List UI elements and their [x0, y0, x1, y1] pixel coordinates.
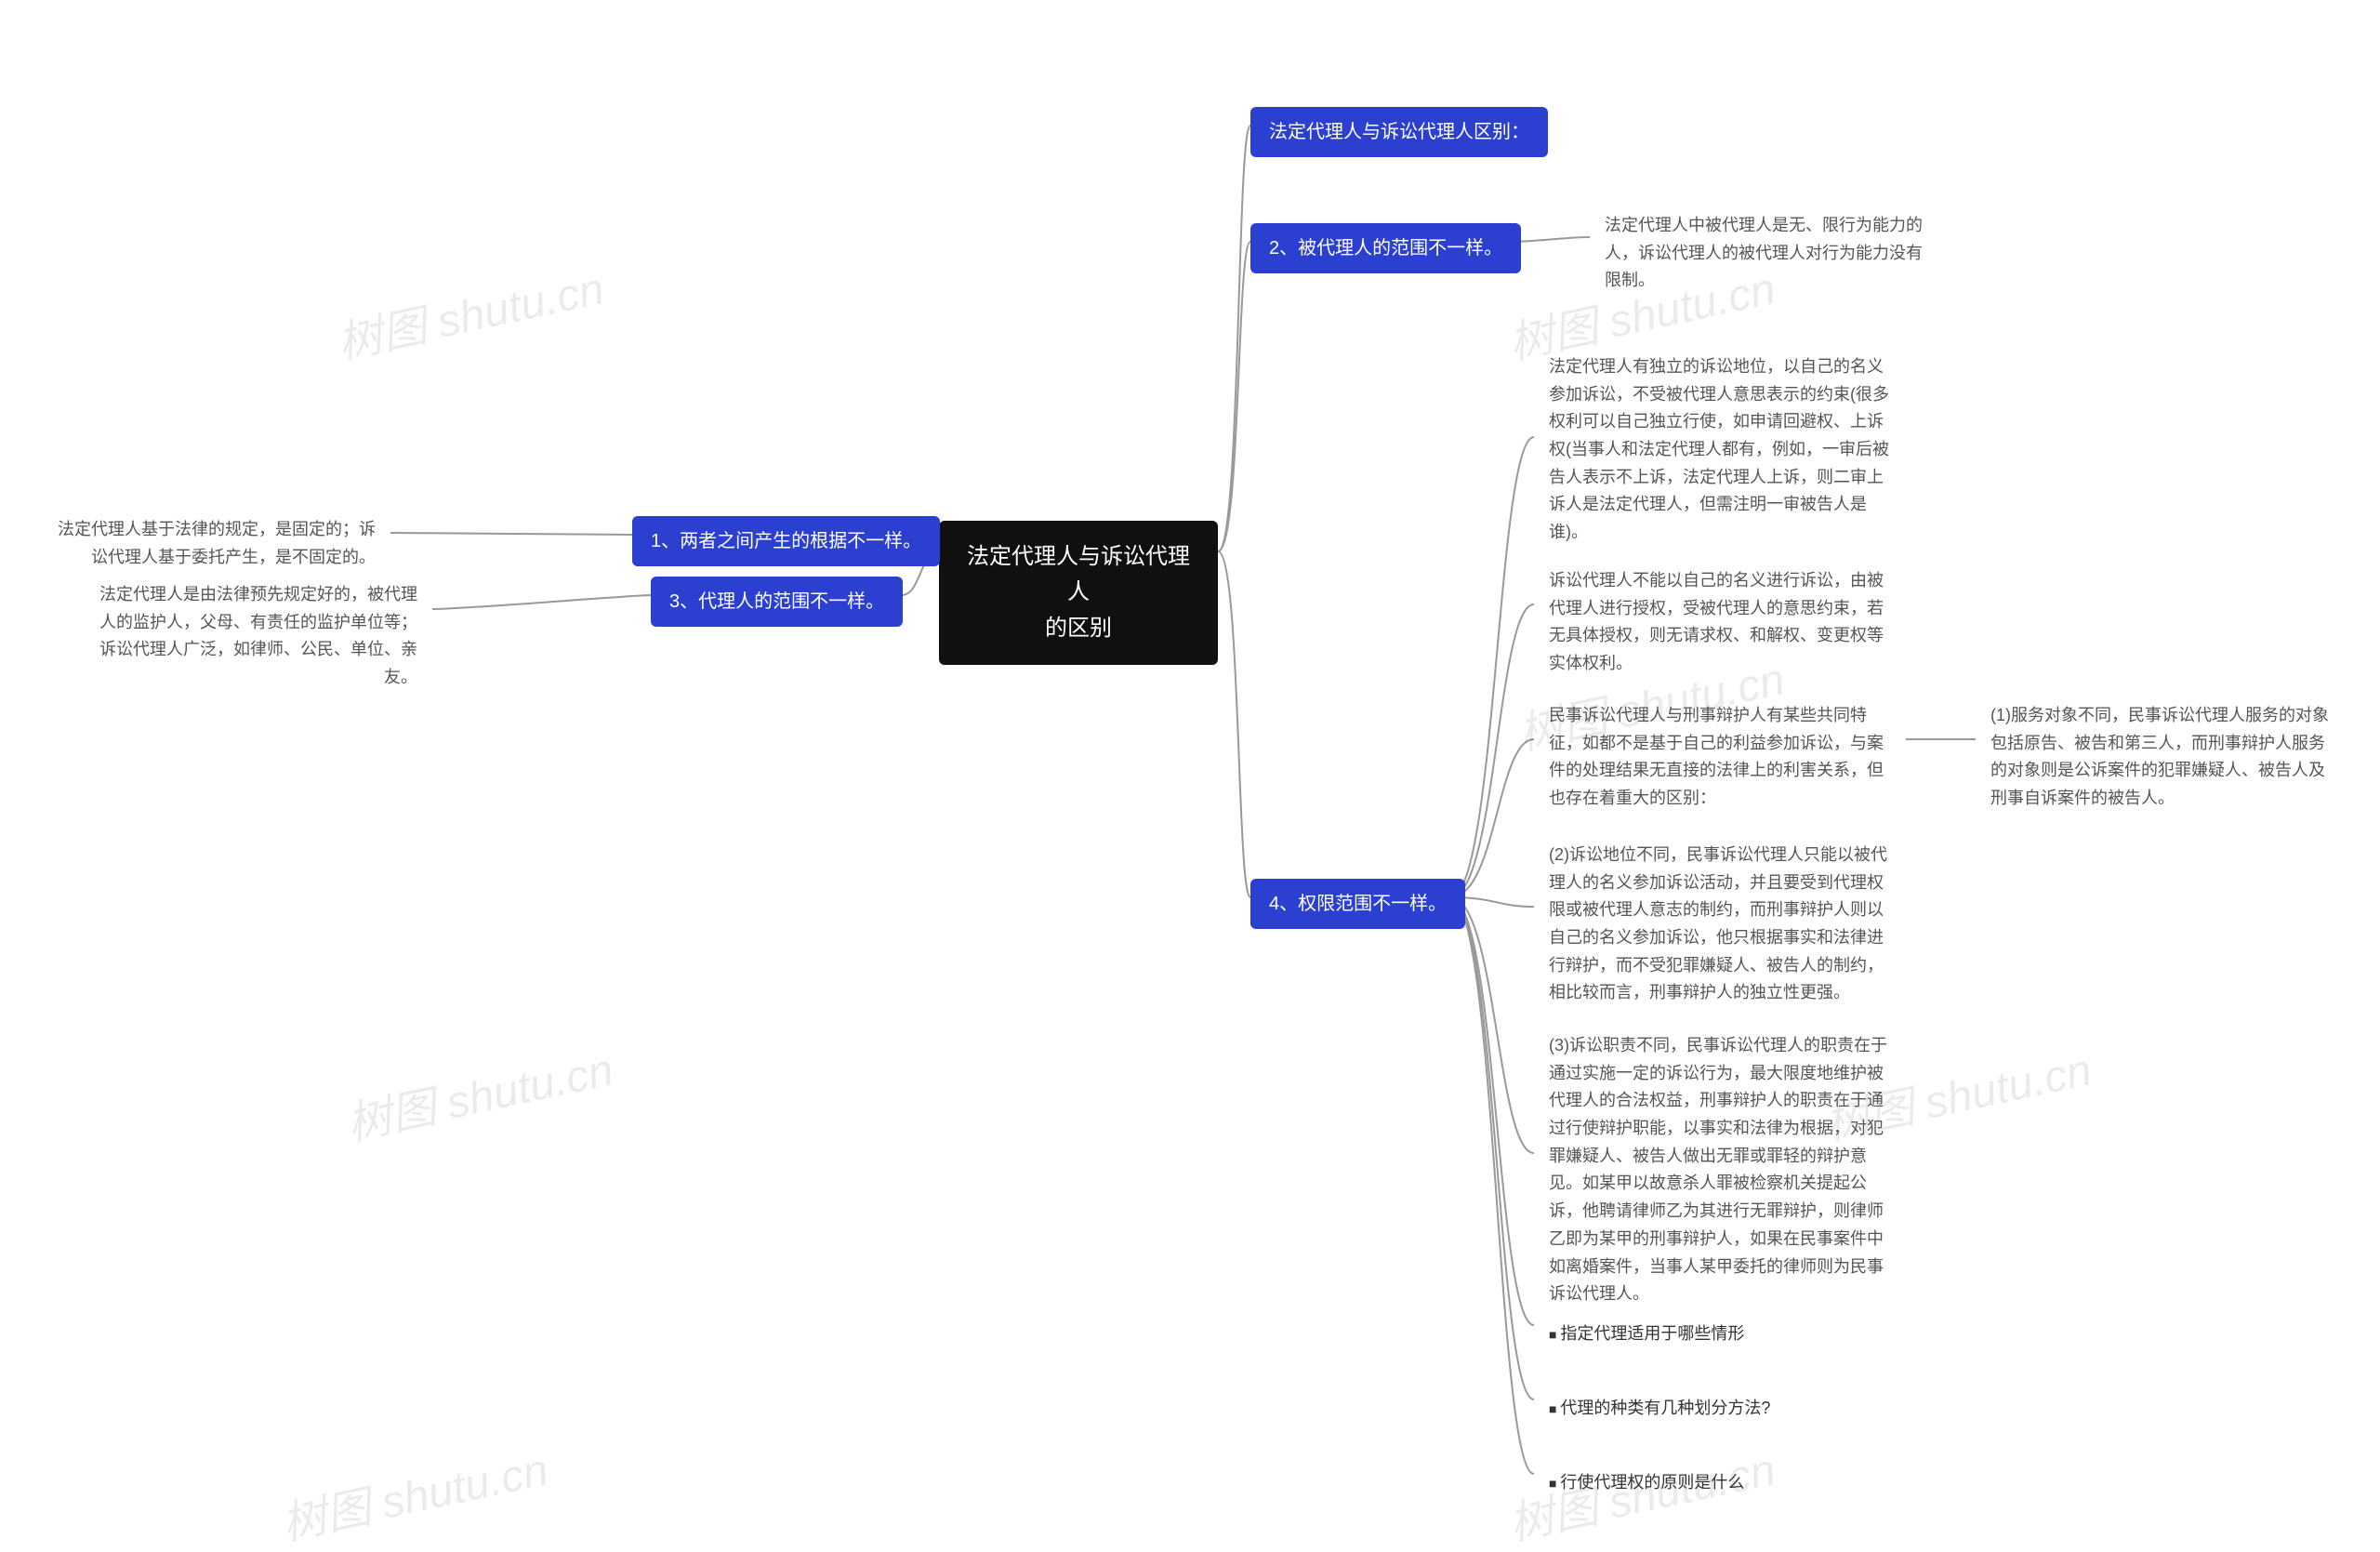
leaf-r4-1: 诉讼代理人不能以自己的名义进行诉讼，由被代理人进行授权，受被代理人的意思约束，若…	[1534, 558, 1906, 687]
leaf-r4-3: (2)诉讼地位不同，民事诉讼代理人只能以被代理人的名义参加诉讼活动，并且要受到代…	[1534, 832, 1906, 1016]
leaf-r4-2-sub: (1)服务对象不同，民事诉讼代理人服务的对象包括原告、被告和第三人，而刑事辩护人…	[1976, 693, 2347, 822]
branch-label: 2、被代理人的范围不一样。	[1269, 238, 1502, 259]
leaf-r4-6: 代理的种类有几种划分方法?	[1534, 1386, 1785, 1432]
leaf-r4-2: 民事诉讼代理人与刑事辩护人有某些共同特征，如都不是基于自己的利益参加诉讼，与案件…	[1534, 693, 1906, 822]
watermark: 树图 shutu.cn	[331, 252, 609, 372]
branch-r4[interactable]: 4、权限范围不一样。	[1250, 879, 1465, 929]
branch-r0[interactable]: 法定代理人与诉讼代理人区别：	[1250, 107, 1548, 157]
branch-label: 4、权限范围不一样。	[1269, 894, 1447, 914]
branch-1[interactable]: 1、两者之间产生的根据不一样。	[632, 516, 940, 566]
branch-label: 3、代理人的范围不一样。	[669, 591, 884, 612]
branch-label: 法定代理人与诉讼代理人区别：	[1269, 122, 1529, 142]
mindmap-root[interactable]: 法定代理人与诉讼代理人的区别	[939, 521, 1218, 665]
leaf-b3: 法定代理人是由法律预先规定好的，被代理人的监护人，父母、有责任的监护单位等；诉讼…	[79, 572, 432, 701]
leaf-r4-4: (3)诉讼职责不同，民事诉讼代理人的职责在于通过实施一定的诉讼行为，最大限度地维…	[1534, 1023, 1906, 1318]
leaf-b1: 法定代理人基于法律的规定，是固定的；诉讼代理人基于委托产生，是不固定的。	[37, 507, 390, 580]
watermark: 树图 shutu.cn	[340, 1033, 618, 1153]
leaf-r4-7: 行使代理权的原则是什么	[1534, 1460, 1759, 1506]
branch-r2[interactable]: 2、被代理人的范围不一样。	[1250, 223, 1521, 273]
root-label: 法定代理人与诉讼代理人的区别	[967, 544, 1190, 641]
leaf-r2-0: 法定代理人中被代理人是无、限行为能力的人，诉讼代理人的被代理人对行为能力没有限制…	[1590, 203, 1952, 304]
leaf-r4-5: 指定代理适用于哪些情形	[1534, 1311, 1759, 1358]
watermark: 树图 shutu.cn	[275, 1433, 553, 1552]
branch-label: 1、两者之间产生的根据不一样。	[651, 531, 921, 551]
leaf-r4-0: 法定代理人有独立的诉讼地位，以自己的名义参加诉讼，不受被代理人意思表示的约束(很…	[1534, 344, 1906, 556]
branch-3[interactable]: 3、代理人的范围不一样。	[651, 577, 903, 627]
